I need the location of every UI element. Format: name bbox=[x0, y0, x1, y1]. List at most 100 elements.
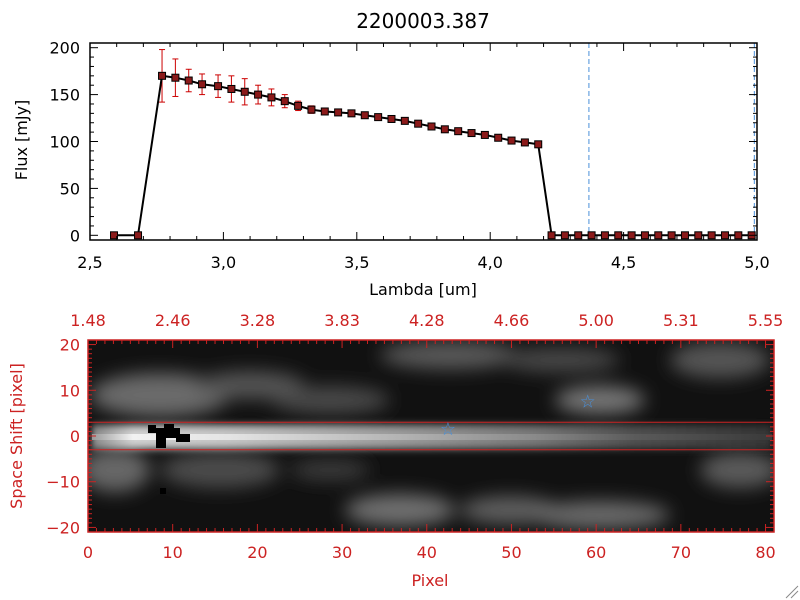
x-tick-label: 2,5 bbox=[77, 253, 102, 272]
data-point bbox=[534, 140, 543, 149]
y-tick-label: 50 bbox=[60, 179, 80, 198]
image-axis-ticks bbox=[87, 339, 775, 533]
data-point bbox=[227, 84, 236, 93]
data-point bbox=[694, 231, 703, 240]
x-tick-labels: 2,5 3,0 3,5 4,0 4,5 5,0 bbox=[77, 253, 769, 272]
spectrum-plot: 2200003.387 2,5 3,0 3,5 4,0 4,5 5,0 0 50 100 150… bbox=[12, 9, 770, 299]
x-tick-label: 4,0 bbox=[477, 253, 502, 272]
data-point bbox=[614, 231, 623, 240]
y-tick-labels: −20 −10 0 10 20 bbox=[46, 336, 80, 538]
data-point bbox=[667, 231, 676, 240]
data-point bbox=[171, 73, 180, 82]
star-marker-icon: ☆ bbox=[440, 419, 456, 440]
vertical-lines bbox=[588, 43, 755, 240]
x-tick-label: 20 bbox=[247, 543, 267, 562]
data-point bbox=[198, 80, 207, 89]
data-point bbox=[320, 107, 329, 116]
top-axis-label: 2.46 bbox=[155, 311, 191, 330]
y-tick-label: −20 bbox=[46, 518, 80, 537]
x-tick-label: 70 bbox=[671, 543, 691, 562]
data-point bbox=[560, 231, 569, 240]
x-tick-label: 10 bbox=[163, 543, 183, 562]
spectral-image bbox=[88, 340, 774, 532]
top-axis-labels: 1.48 2.46 3.28 3.83 4.28 4.66 5.00 5.31 5.55 bbox=[70, 311, 783, 330]
saturated-pixels bbox=[148, 424, 190, 494]
data-point bbox=[680, 231, 689, 240]
data-point bbox=[494, 133, 503, 142]
y-tick-label: 10 bbox=[60, 381, 80, 400]
x-tick-label: 30 bbox=[332, 543, 352, 562]
data-point bbox=[254, 90, 263, 99]
x-axis-title: Lambda [um] bbox=[369, 280, 477, 299]
top-axis-label: 5.55 bbox=[748, 311, 784, 330]
resize-grip-icon[interactable] bbox=[785, 585, 799, 599]
x-tick-label: 3,0 bbox=[211, 253, 236, 272]
top-axis-label: 3.28 bbox=[240, 311, 276, 330]
data-point bbox=[574, 231, 583, 240]
x-tick-label: 60 bbox=[586, 543, 606, 562]
x-tick-label: 50 bbox=[501, 543, 521, 562]
x-tick-label: 5,0 bbox=[744, 253, 769, 272]
data-point bbox=[307, 105, 316, 114]
data-point bbox=[184, 76, 193, 85]
flux-markers bbox=[110, 71, 756, 240]
x-tick-label: 0 bbox=[83, 543, 93, 562]
top-axis-label: 4.66 bbox=[494, 311, 530, 330]
data-point bbox=[347, 109, 356, 118]
data-point bbox=[414, 119, 423, 128]
y-axis-title: Space Shift [pixel] bbox=[7, 363, 26, 509]
top-axis-label: 5.31 bbox=[663, 311, 699, 330]
data-point bbox=[387, 114, 396, 123]
data-point bbox=[720, 231, 729, 240]
top-axis-label: 4.28 bbox=[409, 311, 445, 330]
data-point bbox=[480, 130, 489, 139]
y-tick-label: 150 bbox=[49, 86, 80, 105]
plot-frame bbox=[89, 42, 758, 241]
flux-line bbox=[114, 74, 752, 237]
data-point bbox=[507, 136, 516, 145]
y-tick-label: 0 bbox=[70, 226, 80, 245]
spectral-image-plot: ☆☆ 0 10 20 30 40 50 60 70 80 1.48 2.46 3.28 3.83 4.2… bbox=[7, 311, 783, 590]
x-tick-label: 4,5 bbox=[611, 253, 636, 272]
top-axis-label: 1.48 bbox=[70, 311, 106, 330]
y-tick-label: 200 bbox=[49, 39, 80, 58]
data-point bbox=[334, 108, 343, 117]
data-point bbox=[214, 82, 223, 91]
data-point bbox=[707, 231, 716, 240]
data-point bbox=[240, 87, 249, 96]
y-tick-label: 0 bbox=[70, 427, 80, 446]
star-marker-icon: ☆ bbox=[580, 392, 596, 413]
data-point bbox=[374, 113, 383, 122]
data-point bbox=[360, 111, 369, 120]
top-axis-label: 3.83 bbox=[324, 311, 360, 330]
data-point bbox=[400, 116, 409, 125]
data-point bbox=[654, 231, 663, 240]
x-axis-title: Pixel bbox=[411, 571, 448, 590]
x-tick-label: 3,5 bbox=[344, 253, 369, 272]
extraction-aperture-lines bbox=[88, 421, 774, 451]
source-markers: ☆☆ bbox=[440, 392, 596, 440]
y-tick-label: 100 bbox=[49, 133, 80, 152]
top-axis-label: 5.00 bbox=[578, 311, 614, 330]
data-point bbox=[158, 71, 167, 80]
data-point bbox=[734, 231, 743, 240]
data-point bbox=[134, 231, 143, 240]
y-tick-label: 20 bbox=[60, 336, 80, 355]
data-point bbox=[280, 97, 289, 106]
data-point bbox=[627, 231, 636, 240]
data-point bbox=[587, 231, 596, 240]
data-point bbox=[467, 129, 476, 138]
data-point bbox=[640, 231, 649, 240]
x-tick-label: 40 bbox=[417, 543, 437, 562]
data-point bbox=[427, 122, 436, 131]
axis-ticks bbox=[89, 43, 758, 240]
data-point bbox=[454, 127, 463, 136]
data-point bbox=[294, 101, 303, 110]
data-point bbox=[110, 231, 119, 240]
data-point bbox=[267, 93, 276, 102]
x-tick-labels: 0 10 20 30 40 50 60 70 80 bbox=[83, 543, 776, 562]
y-axis-title: Flux [mJy] bbox=[12, 100, 31, 181]
data-point bbox=[600, 231, 609, 240]
y-tick-label: −10 bbox=[46, 473, 80, 492]
